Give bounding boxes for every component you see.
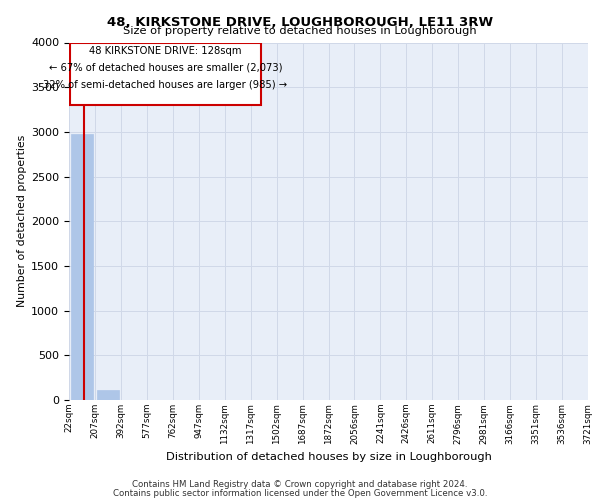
Y-axis label: Number of detached properties: Number of detached properties: [17, 135, 27, 308]
Text: Size of property relative to detached houses in Loughborough: Size of property relative to detached ho…: [123, 26, 477, 36]
Text: 32% of semi-detached houses are larger (985) →: 32% of semi-detached houses are larger (…: [43, 80, 287, 90]
FancyBboxPatch shape: [70, 42, 261, 105]
Text: 48, KIRKSTONE DRIVE, LOUGHBOROUGH, LE11 3RW: 48, KIRKSTONE DRIVE, LOUGHBOROUGH, LE11 …: [107, 16, 493, 29]
Text: ← 67% of detached houses are smaller (2,073): ← 67% of detached houses are smaller (2,…: [49, 62, 282, 72]
Text: Contains public sector information licensed under the Open Government Licence v3: Contains public sector information licen…: [113, 488, 487, 498]
Bar: [97, 390, 119, 400]
X-axis label: Distribution of detached houses by size in Loughborough: Distribution of detached houses by size …: [166, 452, 491, 462]
Text: Contains HM Land Registry data © Crown copyright and database right 2024.: Contains HM Land Registry data © Crown c…: [132, 480, 468, 489]
Bar: [71, 134, 93, 400]
Text: 48 KIRKSTONE DRIVE: 128sqm: 48 KIRKSTONE DRIVE: 128sqm: [89, 46, 242, 56]
